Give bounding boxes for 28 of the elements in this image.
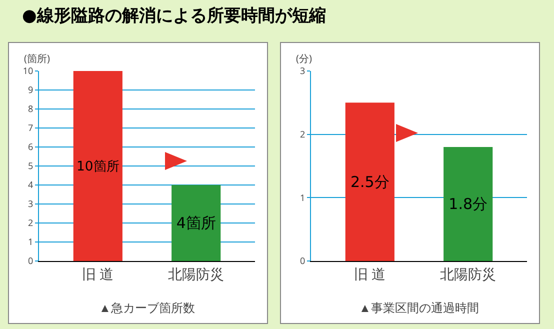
y-axis-title: (箇所)	[24, 51, 50, 65]
y-tick-label: 3	[300, 64, 306, 78]
x-tick-label: 旧 道	[354, 264, 386, 284]
y-tick-label: 7	[28, 121, 34, 134]
y-tick-label: 9	[28, 83, 34, 96]
y-tick-label: 5	[28, 159, 34, 172]
data-label: 1.8分	[448, 195, 488, 213]
y-tick-label: 1	[300, 190, 306, 204]
x-tick-label: 北陽防災	[168, 264, 224, 284]
y-tick-label: 0	[28, 254, 34, 268]
y-tick-label: 10	[22, 64, 34, 78]
y-axis-title: (分)	[296, 51, 312, 65]
y-tick-label: 0	[300, 254, 306, 268]
data-label: 4箇所	[176, 214, 216, 232]
x-tick-label: 旧 道	[82, 264, 114, 284]
text: ▲急カーブ箇所数	[99, 299, 195, 316]
data-label: 2.5分	[350, 172, 390, 191]
text: ▲事業区間の通過時間	[359, 299, 479, 316]
data-label: 10箇所	[76, 159, 120, 174]
y-tick-label: 1	[28, 235, 34, 248]
y-tick-label: 6	[28, 140, 34, 154]
y-tick-label: 4	[28, 178, 34, 192]
y-tick-label: 2	[28, 216, 34, 230]
chart-title: ●線形隘路の解消による所要時間が短縮	[22, 5, 326, 27]
y-tick-label: 3	[28, 197, 34, 210]
y-tick-label: 2	[300, 127, 306, 140]
x-tick-label: 北陽防災	[440, 264, 496, 284]
y-tick-label: 8	[28, 102, 34, 116]
